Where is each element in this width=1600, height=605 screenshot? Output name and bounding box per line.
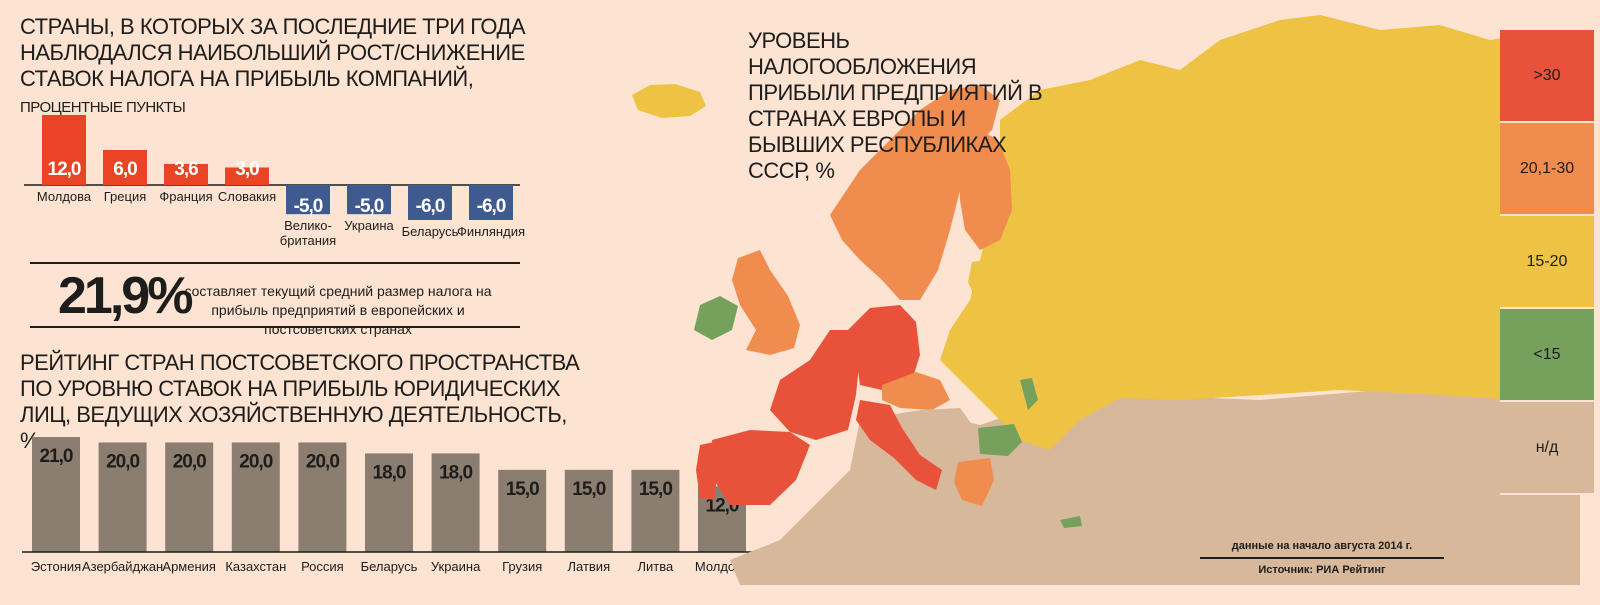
chart1-title-main: СТРАНЫ, В КОТОРЫХ ЗА ПОСЛЕДНИЕ ТРИ ГОДА …: [20, 14, 526, 91]
source-block: данные на начало августа 2014 г. Источни…: [1200, 538, 1444, 578]
chart2-title: РЕЙТИНГ СТРАН ПОСТСОВЕТСКОГО ПРОСТРАНСТВ…: [20, 350, 580, 453]
map-region-moldova: [1020, 378, 1038, 410]
chart2-value-label: 21,0: [40, 446, 73, 467]
postsoviet-bar-chart: 21,0 Эстония 20,0 Азербайджан 20,0 Армения 20,…: [22, 437, 756, 574]
chart2-bar: [564, 469, 613, 552]
chart1-bar: [347, 185, 391, 215]
chart1-bar: [408, 185, 452, 220]
source-text: Источник: РИА Рейтинг: [1258, 564, 1386, 576]
chart2-bar: [165, 442, 214, 552]
chart1-category-label: Финляндия: [457, 224, 525, 239]
chart1-category-label: Словакия: [218, 189, 276, 204]
map-region-spain: [712, 430, 810, 505]
map-region-france: [770, 330, 860, 440]
chart2-bar: [631, 469, 680, 552]
chart2-bar: [298, 442, 347, 552]
chart2-category-label: Казахстан: [225, 559, 286, 574]
map-region-iceland: [632, 84, 706, 118]
chart2-value-label: 20,0: [306, 451, 339, 472]
chart2-category-label: Украина: [431, 559, 481, 574]
chart1-value-label: -6,0: [477, 196, 506, 217]
chart1-category-label: Велико-: [284, 218, 332, 233]
chart2-bar: [365, 453, 413, 552]
divider-bottom: [30, 326, 520, 328]
chart2-value-label: 20,0: [106, 451, 139, 472]
chart2-bar: [32, 437, 80, 552]
map-region-balkans: [920, 408, 976, 470]
map-region-germany: [848, 305, 920, 390]
chart1-category-label: Греция: [104, 189, 147, 204]
chart1-category-label: британия: [280, 233, 336, 248]
chart1-bar: [103, 150, 147, 185]
map-region-ireland: [694, 296, 738, 340]
source-divider: [1200, 557, 1444, 559]
chart1-bar: [164, 164, 208, 185]
chart1-category-label: Беларусь: [402, 224, 459, 239]
legend-item: 20,1-30: [1500, 123, 1594, 216]
chart1-value-label: 12,0: [48, 159, 81, 180]
map-legend: >30 20,1-30 15-20 <15 н/д: [1500, 30, 1594, 495]
map-region-italy: [856, 400, 942, 490]
average-text: составляет текущий средний размер налога…: [184, 283, 492, 337]
chart1-category-label: Франция: [159, 189, 212, 204]
map-region-uk: [732, 250, 800, 355]
chart1-bar: [225, 167, 269, 185]
europe-tax-map: [632, 15, 1580, 585]
map-region-baltics: [968, 255, 1030, 305]
map-region-finland: [958, 130, 1012, 250]
chart2-category-label: Азербайджан: [82, 559, 163, 574]
date-note: данные на начало августа 2014 г.: [1231, 540, 1413, 552]
map-region-greece: [954, 458, 994, 506]
chart1-title: СТРАНЫ, В КОТОРЫХ ЗА ПОСЛЕДНИЕ ТРИ ГОДА …: [20, 14, 580, 121]
chart2-value-label: 15,0: [572, 479, 605, 500]
chart1-value-label: -5,0: [294, 196, 323, 217]
map-region-bulgaria: [978, 424, 1022, 456]
chart2-category-label: Армения: [162, 559, 216, 574]
map-region-cyprus: [1060, 516, 1082, 528]
chart2-value-label: 20,0: [239, 451, 272, 472]
map-title: УРОВЕНЬ НАЛОГООБЛОЖЕНИЯ ПРИБЫЛИ ПРЕДПРИЯ…: [748, 28, 1043, 183]
chart2-bar: [231, 442, 280, 552]
chart1-value-label: -6,0: [416, 196, 445, 217]
legend-item: >30: [1500, 30, 1594, 123]
chart1-title-unit: процентные пункты: [20, 99, 186, 116]
legend-item: <15: [1500, 309, 1594, 402]
average-value: 21,9%: [58, 267, 193, 325]
chart1-value-label: -5,0: [355, 196, 384, 217]
chart2-bar: [431, 453, 480, 552]
chart1-bar: [42, 115, 86, 185]
chart2-bar: [98, 442, 147, 552]
chart2-value-label: 18,0: [439, 462, 472, 483]
chart2-category-label: Россия: [301, 559, 344, 574]
map-region-russia: [940, 15, 1580, 450]
chart2-category-label: Латвия: [567, 559, 610, 574]
chart2-category-label: Беларусь: [361, 559, 418, 574]
chart2-category-label: Литва: [638, 559, 675, 574]
map-region-central: [882, 372, 950, 410]
chart1-bar: [469, 185, 513, 220]
chart1-category-label: Украина: [344, 218, 394, 233]
chart1-value-label: 3,0: [235, 159, 259, 180]
chart1-bar: [286, 185, 330, 215]
chart2-bar: [498, 469, 547, 552]
chart2-category-label: Эстония: [31, 559, 81, 574]
chart1-category-label: Молдова: [37, 189, 92, 204]
change-bar-chart: 12,0 Молдова 6,0 Греция 3,6 Франция 3,0 Словаки…: [24, 115, 525, 248]
chart2-value-label: 20,0: [173, 451, 206, 472]
map-region-portugal: [696, 442, 718, 500]
chart2-value-label: 18,0: [373, 462, 406, 483]
legend-item: 15-20: [1500, 216, 1594, 309]
map-region-scandinavia: [830, 85, 1000, 300]
chart1-value-label: 6,0: [113, 159, 137, 180]
chart2-value-label: 15,0: [639, 479, 672, 500]
divider-top: [30, 262, 520, 264]
chart2-category-label: Грузия: [502, 559, 542, 574]
legend-item: н/д: [1500, 402, 1594, 495]
chart2-value-label: 15,0: [506, 479, 539, 500]
chart1-value-label: 3,6: [174, 159, 198, 180]
